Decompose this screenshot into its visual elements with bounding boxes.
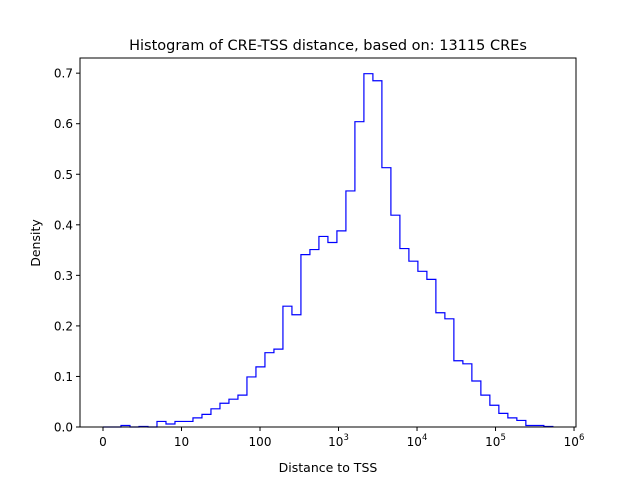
y-tick-label: 0.0 [54,421,73,435]
x-tick-label: 103 [328,433,349,449]
y-tick-label: 0.5 [54,168,73,182]
histogram-step-line [103,73,554,428]
x-tick-label: 10 [174,435,189,449]
x-tick-label: 106 [564,433,585,449]
x-axis-label: Distance to TSS [279,460,378,475]
x-tick-label: 105 [485,433,506,449]
y-tick-label: 0.1 [54,370,73,384]
x-tick-label: 104 [407,433,428,449]
y-axis-label: Density [28,219,43,267]
x-tick-label: 0 [99,435,107,449]
y-tick-label: 0.3 [54,269,73,283]
y-tick-label: 0.6 [54,117,73,131]
axes-frame [79,57,577,428]
y-tick-label: 0.7 [54,67,73,81]
y-tick-label: 0.2 [54,319,73,333]
y-tick-label: 0.4 [54,218,73,232]
x-tick-label: 100 [249,435,272,449]
chart-title: Histogram of CRE-TSS distance, based on:… [129,38,527,54]
